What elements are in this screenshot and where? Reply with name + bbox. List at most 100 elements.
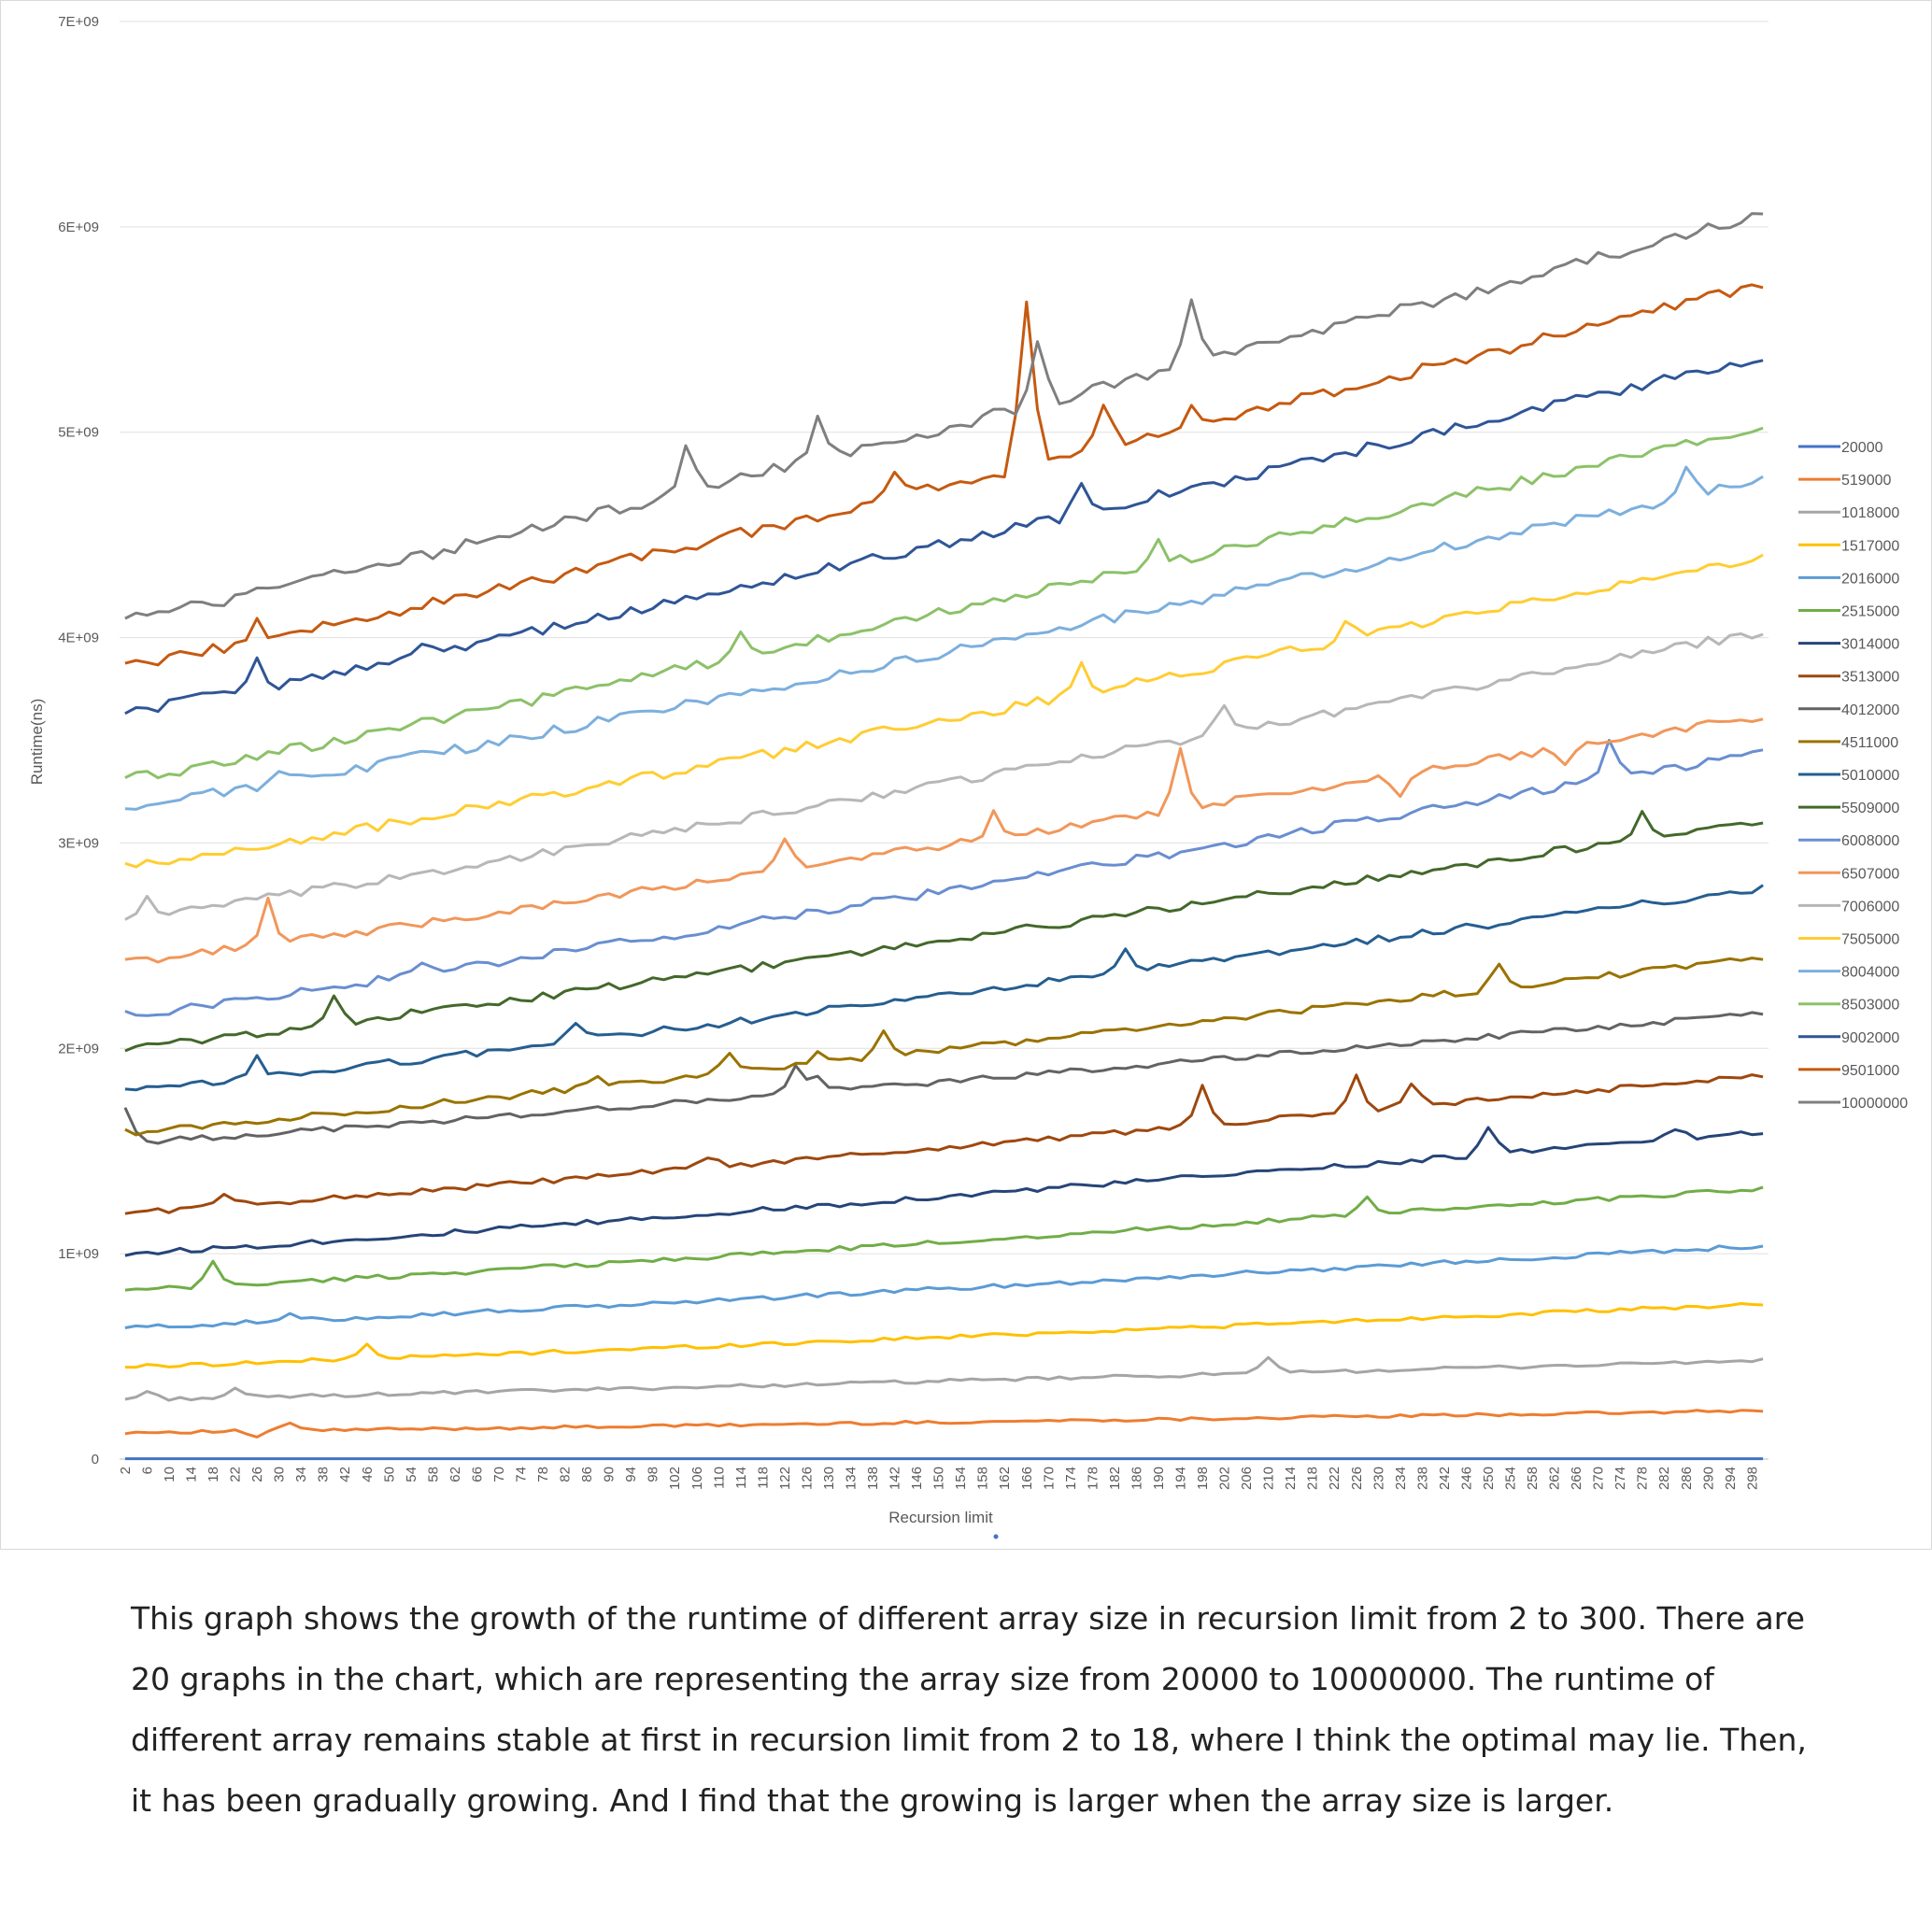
x-tick-label: 262 <box>1547 1467 1563 1490</box>
x-tick-label: 246 <box>1458 1467 1474 1490</box>
x-tick-label: 106 <box>689 1467 705 1490</box>
x-tick-label: 30 <box>272 1467 288 1482</box>
series-line-8004000 <box>124 465 1764 811</box>
legend-label: 5509000 <box>1841 801 1899 816</box>
x-tick-label: 198 <box>1195 1467 1211 1490</box>
x-tick-label: 26 <box>249 1467 265 1482</box>
x-tick-label: 226 <box>1349 1467 1365 1490</box>
x-tick-label: 142 <box>888 1467 903 1490</box>
x-tick-label: 150 <box>931 1467 947 1490</box>
x-tick-label: 114 <box>733 1467 749 1489</box>
series-line-4012000 <box>123 1011 1764 1145</box>
legend-label: 5010000 <box>1841 768 1899 784</box>
x-tick-label: 22 <box>228 1467 244 1482</box>
x-tick-label: 110 <box>711 1467 727 1489</box>
x-tick-label: 166 <box>1019 1467 1035 1490</box>
x-tick-label: 194 <box>1172 1467 1188 1490</box>
x-tick-label: 126 <box>799 1467 815 1490</box>
x-tick-label: 58 <box>425 1467 441 1482</box>
y-tick-label: 5E+09 <box>58 425 99 441</box>
series-line-6008000 <box>124 738 1764 1017</box>
legend-label: 1018000 <box>1841 505 1899 521</box>
x-tick-label: 290 <box>1700 1467 1716 1490</box>
series-line-7505000 <box>124 553 1764 869</box>
y-tick-label: 0 <box>92 1452 99 1467</box>
legend-label: 2016000 <box>1841 571 1899 587</box>
x-tick-label: 266 <box>1569 1467 1584 1490</box>
x-axis-title: Recursion limit <box>888 1509 993 1526</box>
series-line-5509000 <box>124 810 1764 1053</box>
x-tick-label: 218 <box>1305 1467 1321 1490</box>
x-tick-label: 34 <box>293 1467 309 1482</box>
x-axis-ticks: 2 6 10 14 18 22 26 30 34 38 42 46 50 54 58 62 66 70 74 78 82… <box>118 1467 1760 1490</box>
legend-label: 7006000 <box>1841 899 1899 914</box>
legend-label: 4511000 <box>1841 735 1898 751</box>
x-tick-label: 6 <box>139 1467 155 1474</box>
x-tick-label: 258 <box>1525 1467 1541 1490</box>
x-tick-label: 146 <box>909 1467 925 1490</box>
x-tick-label: 278 <box>1635 1467 1651 1490</box>
x-tick-label: 206 <box>1239 1467 1255 1490</box>
y-tick-label: 6E+09 <box>58 220 99 235</box>
x-tick-label: 154 <box>953 1467 969 1490</box>
x-tick-label: 46 <box>360 1467 376 1482</box>
x-tick-label: 182 <box>1107 1467 1123 1490</box>
legend-label: 8004000 <box>1841 965 1899 981</box>
x-tick-label: 118 <box>755 1467 771 1489</box>
x-tick-label: 94 <box>623 1467 639 1482</box>
x-tick-label: 18 <box>206 1467 221 1482</box>
series-line-10000000 <box>124 212 1764 620</box>
y-tick-label: 1E+09 <box>58 1246 99 1262</box>
x-tick-label: 174 <box>1063 1467 1079 1490</box>
x-tick-label: 234 <box>1393 1467 1409 1490</box>
x-tick-label: 170 <box>1041 1467 1057 1490</box>
series-line-3513000 <box>124 1073 1764 1215</box>
x-tick-label: 70 <box>491 1467 507 1482</box>
x-tick-label: 130 <box>821 1467 837 1490</box>
legend-label: 3513000 <box>1841 670 1899 686</box>
legend-label: 20000 <box>1841 440 1883 456</box>
x-tick-label: 14 <box>183 1467 199 1482</box>
series-line-8503000 <box>124 426 1764 780</box>
x-tick-label: 98 <box>646 1467 661 1482</box>
series-line-9002000 <box>124 359 1764 716</box>
y-axis-ticks: 0 1E+09 2E+09 3E+09 4E+09 5E+09 6E+09 7E+09 <box>58 14 99 1467</box>
x-tick-label: 66 <box>469 1467 485 1482</box>
x-tick-label: 238 <box>1414 1467 1430 1490</box>
x-tick-label: 74 <box>513 1467 529 1482</box>
x-tick-label: 102 <box>667 1467 683 1490</box>
x-tick-label: 138 <box>865 1467 881 1490</box>
x-tick-label: 122 <box>777 1467 793 1490</box>
x-tick-label: 202 <box>1217 1467 1233 1490</box>
legend-label: 9501000 <box>1841 1063 1899 1079</box>
x-tick-label: 254 <box>1502 1467 1518 1490</box>
legend-label: 6507000 <box>1841 866 1899 882</box>
x-tick-label: 250 <box>1481 1467 1497 1490</box>
x-tick-label: 242 <box>1437 1467 1453 1490</box>
x-tick-label: 82 <box>558 1467 574 1482</box>
series-line-5010000 <box>124 884 1764 1092</box>
x-tick-label: 158 <box>975 1467 991 1490</box>
x-tick-label: 90 <box>602 1467 618 1482</box>
x-tick-label: 230 <box>1371 1467 1386 1490</box>
x-tick-label: 86 <box>579 1467 595 1482</box>
resize-handle-dot <box>993 1534 999 1539</box>
x-tick-label: 270 <box>1591 1467 1607 1490</box>
x-tick-label: 10 <box>162 1467 178 1482</box>
y-tick-label: 4E+09 <box>58 631 99 646</box>
series-line-9501000 <box>124 283 1764 667</box>
y-tick-label: 7E+09 <box>58 14 99 30</box>
series-line-519000 <box>124 1409 1764 1439</box>
x-tick-label: 282 <box>1656 1467 1672 1490</box>
x-tick-label: 214 <box>1283 1467 1299 1490</box>
y-tick-label: 3E+09 <box>58 835 99 851</box>
legend-label: 7505000 <box>1841 932 1899 948</box>
legend-label: 1517000 <box>1841 538 1899 554</box>
series-line-2016000 <box>124 1244 1764 1329</box>
legend-label: 4012000 <box>1841 702 1899 718</box>
legend-label: 519000 <box>1841 473 1891 489</box>
x-tick-label: 274 <box>1612 1467 1628 1490</box>
legend-label: 8503000 <box>1841 998 1899 1014</box>
x-tick-label: 222 <box>1327 1467 1342 1490</box>
